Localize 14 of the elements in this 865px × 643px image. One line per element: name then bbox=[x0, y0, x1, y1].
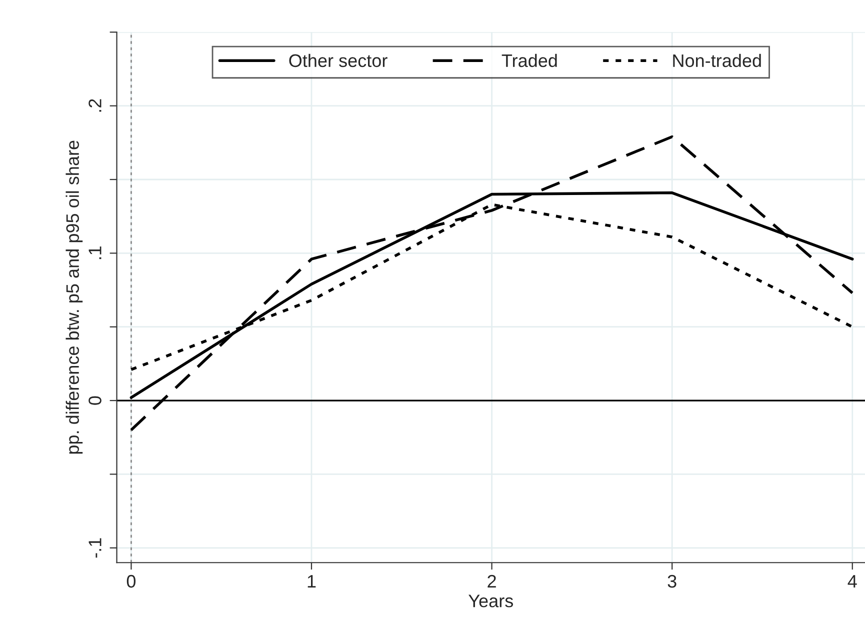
x-tick-label: 0 bbox=[126, 574, 136, 588]
x-tick-label: 3 bbox=[668, 574, 676, 588]
y-tick-label: -.1 bbox=[88, 538, 102, 558]
y-tick-label: .2 bbox=[88, 99, 102, 112]
legend-label: Other sector bbox=[289, 54, 388, 68]
y-tick-label: .1 bbox=[88, 246, 102, 260]
y-axis-title: pp. difference btw. p5 and p95 oil share bbox=[66, 140, 83, 454]
legend-label: Traded bbox=[502, 54, 557, 68]
x-axis-title: Years bbox=[468, 594, 513, 608]
y-tick-label: 0 bbox=[88, 396, 102, 405]
x-tick-label: 1 bbox=[308, 575, 316, 588]
x-tick-label: 4 bbox=[848, 575, 857, 588]
x-tick-label: 2 bbox=[488, 574, 496, 588]
legend-label: Non-traded bbox=[673, 54, 761, 68]
